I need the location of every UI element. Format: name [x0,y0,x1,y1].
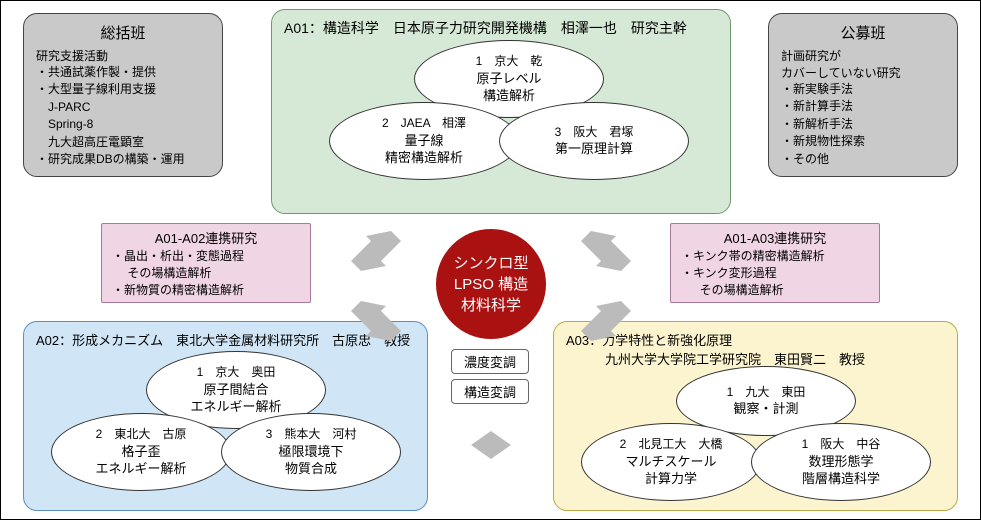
koubo-title: 公募班 [781,22,945,43]
a01-panel: A01：構造科学 日本原子力研究開発機構 相澤一也 研究主幹 1 京大 乾 原子… [271,9,731,214]
a01-circle-2: 2 JAEA 相澤 量子線 精密構造解析 [329,102,519,180]
link12-panel: A01-A02連携研究 ・晶出・析出・変態過程 その場構造解析 ・新物質の精密構… [101,223,311,303]
arrow-center-a03 [576,291,636,351]
a03-circle-3: 1 阪大 中谷 数理形態学 階層構造科学 [751,423,931,501]
a01-heading: A01：構造科学 日本原子力研究開発機構 相澤一也 研究主幹 [284,18,718,38]
soukatsu-header: 研究支援活動 [36,47,210,64]
koubo-panel: 公募班 計画研究が カバーしていない研究 ・新実験手法 ・新計算手法 ・新解析手… [768,13,958,177]
koubo-header: 計画研究が カバーしていない研究 [781,47,945,81]
soukatsu-panel: 総括班 研究支援活動 ・共通試薬作製・提供 ・大型量子線利用支援 J-PARC … [23,13,223,177]
soukatsu-items: ・共通試薬作製・提供 ・大型量子線利用支援 J-PARC Spring-8 九大… [36,64,210,168]
arrow-center-a02 [346,291,406,351]
arrow-a02-a03 [471,431,511,459]
link12-items: ・晶出・析出・変態過程 その場構造解析 ・新物質の精密構造解析 [112,247,300,298]
tag-concentration: 濃度変調 [451,349,529,374]
link12-title: A01-A02連携研究 [112,228,300,247]
a03-circle-2: 2 北見工大 大橋 マルチスケール 計算力学 [581,423,761,501]
tag-structure: 構造変調 [451,379,529,404]
a02-circle-3: 3 熊本大 河村 極限環境下 物質合成 [221,413,401,491]
central-circle: シンクロ型 LPSO 構造 材料科学 [436,229,546,339]
soukatsu-title: 総括班 [36,22,210,43]
a02-circle-2: 2 東北大 古原 格子歪 エネルギー解析 [51,413,231,491]
arrow-a01-a02 [346,221,406,281]
link13-title: A01-A03連携研究 [681,228,869,247]
a01-circle-3: 3 阪大 君塚 第一原理計算 [499,102,689,180]
link13-items: ・キンク帯の精密構造解析 ・キンク変形過程 その場構造解析 [681,247,869,298]
link13-panel: A01-A03連携研究 ・キンク帯の精密構造解析 ・キンク変形過程 その場構造解… [670,223,880,303]
koubo-items: ・新実験手法 ・新計算手法 ・新解析手法 ・新規物性探索 ・その他 [781,81,945,168]
arrow-a01-a03 [576,221,636,281]
